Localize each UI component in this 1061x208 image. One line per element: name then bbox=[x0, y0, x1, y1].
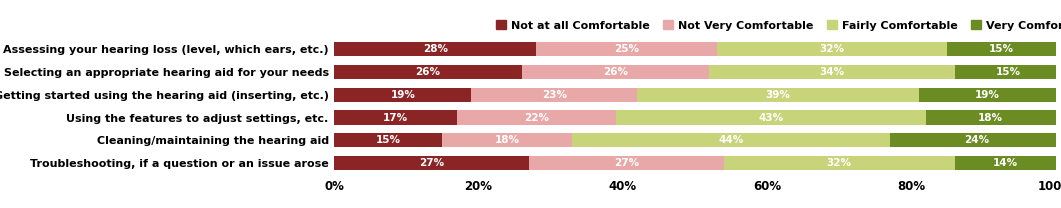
Text: 15%: 15% bbox=[996, 67, 1022, 77]
Bar bbox=[572, 133, 890, 147]
Bar bbox=[955, 156, 1056, 170]
Text: 28%: 28% bbox=[422, 44, 448, 54]
Text: 18%: 18% bbox=[978, 113, 1004, 123]
Text: 27%: 27% bbox=[419, 158, 445, 168]
Text: 39%: 39% bbox=[765, 90, 790, 100]
Bar bbox=[955, 65, 1061, 79]
Text: 34%: 34% bbox=[819, 67, 845, 77]
Text: 24%: 24% bbox=[963, 135, 989, 145]
Bar bbox=[716, 42, 947, 56]
Bar bbox=[638, 88, 919, 102]
Bar bbox=[334, 88, 471, 102]
Bar bbox=[890, 133, 1061, 147]
Text: 19%: 19% bbox=[390, 90, 415, 100]
Bar bbox=[536, 42, 716, 56]
Text: 27%: 27% bbox=[614, 158, 639, 168]
Text: 17%: 17% bbox=[383, 113, 408, 123]
Text: 15%: 15% bbox=[376, 135, 401, 145]
Text: 26%: 26% bbox=[603, 67, 628, 77]
Bar bbox=[334, 156, 529, 170]
Bar bbox=[334, 65, 522, 79]
Text: 22%: 22% bbox=[524, 113, 549, 123]
Bar bbox=[334, 133, 442, 147]
Bar bbox=[442, 133, 572, 147]
Bar bbox=[710, 65, 955, 79]
Bar bbox=[471, 88, 638, 102]
Text: 44%: 44% bbox=[718, 135, 744, 145]
Bar bbox=[926, 110, 1056, 125]
Text: 19%: 19% bbox=[975, 90, 999, 100]
Text: 18%: 18% bbox=[494, 135, 520, 145]
Bar bbox=[724, 156, 955, 170]
Bar bbox=[919, 88, 1056, 102]
Bar bbox=[457, 110, 615, 125]
Bar bbox=[522, 65, 710, 79]
Bar bbox=[334, 42, 536, 56]
Text: 25%: 25% bbox=[614, 44, 639, 54]
Legend: Not at all Comfortable, Not Very Comfortable, Fairly Comfortable, Very Comfortab: Not at all Comfortable, Not Very Comfort… bbox=[497, 20, 1061, 31]
Text: 15%: 15% bbox=[989, 44, 1014, 54]
Text: 23%: 23% bbox=[542, 90, 567, 100]
Bar bbox=[615, 110, 926, 125]
Text: 32%: 32% bbox=[819, 44, 845, 54]
Text: 43%: 43% bbox=[759, 113, 783, 123]
Text: 14%: 14% bbox=[993, 158, 1017, 168]
Bar bbox=[334, 110, 457, 125]
Bar bbox=[529, 156, 724, 170]
Bar bbox=[947, 42, 1056, 56]
Text: 26%: 26% bbox=[416, 67, 440, 77]
Text: 32%: 32% bbox=[827, 158, 852, 168]
